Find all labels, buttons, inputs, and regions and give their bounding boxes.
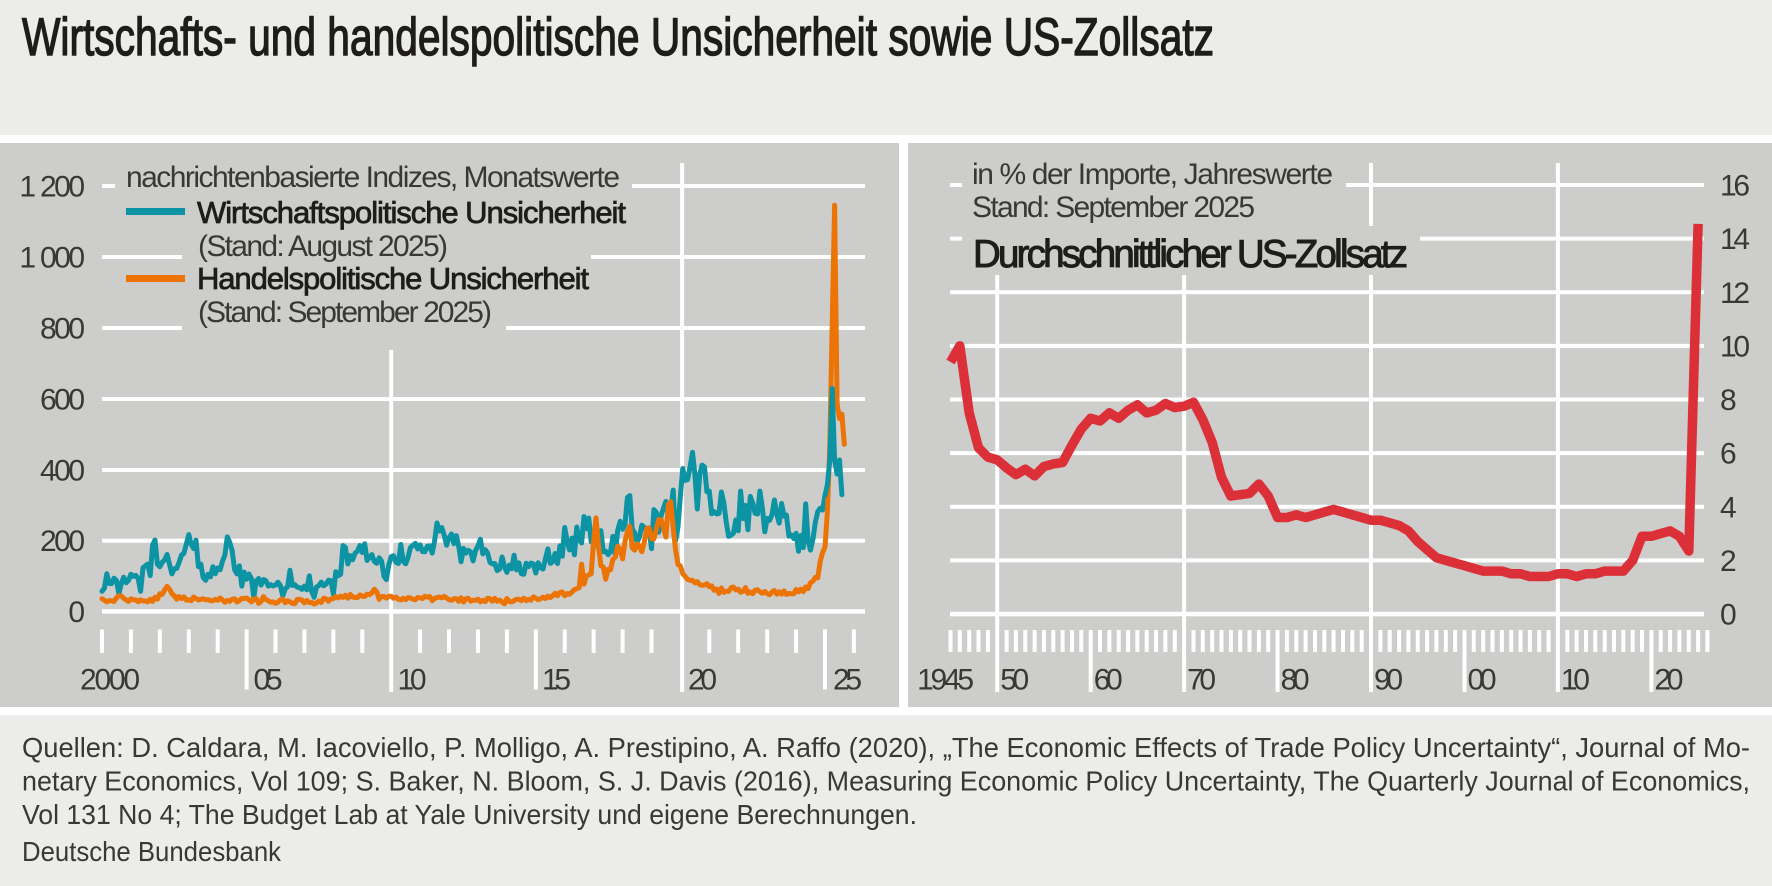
svg-text:(Stand: September 2025): (Stand: September 2025): [198, 296, 492, 329]
svg-text:10: 10: [1561, 664, 1590, 697]
svg-text:50: 50: [1000, 664, 1029, 697]
svg-text:00: 00: [1468, 664, 1497, 697]
svg-text:0: 0: [68, 596, 85, 629]
svg-text:Wirtschafts- und handelspoliti: Wirtschafts- und handelspolitische Unsic…: [22, 8, 1214, 67]
svg-text:200: 200: [40, 171, 85, 204]
svg-text:000: 000: [40, 242, 85, 275]
svg-text:90: 90: [1374, 664, 1403, 697]
svg-text:Durchschnittlicher US-Zollsatz: Durchschnittlicher US-Zollsatz: [973, 233, 1408, 276]
svg-text:20: 20: [688, 664, 717, 697]
svg-text:05: 05: [254, 664, 283, 697]
svg-text:80: 80: [1281, 664, 1310, 697]
svg-text:1: 1: [19, 171, 36, 204]
svg-text:60: 60: [1094, 664, 1123, 697]
svg-text:1: 1: [19, 242, 36, 275]
svg-text:Wirtschaftspolitische Unsicher: Wirtschaftspolitische Unsicherheit: [197, 195, 626, 230]
svg-text:6: 6: [1720, 438, 1737, 471]
svg-text:(Stand: August 2025): (Stand: August 2025): [198, 230, 448, 263]
svg-text:400: 400: [40, 455, 85, 488]
svg-text:14: 14: [1720, 223, 1750, 256]
svg-text:15: 15: [542, 664, 571, 697]
svg-text:12: 12: [1720, 277, 1750, 310]
svg-text:0: 0: [1720, 599, 1737, 632]
svg-text:in % der Importe, Jahreswerte: in % der Importe, Jahreswerte: [972, 158, 1333, 191]
svg-text:8: 8: [1720, 384, 1737, 417]
svg-text:25: 25: [833, 664, 862, 697]
svg-text:10: 10: [1720, 330, 1750, 363]
svg-text:Handelspolitische Unsicherheit: Handelspolitische Unsicherheit: [197, 261, 589, 296]
svg-text:2000: 2000: [80, 664, 140, 697]
svg-text:16: 16: [1720, 170, 1750, 203]
svg-text:20: 20: [1654, 664, 1683, 697]
svg-text:800: 800: [40, 313, 85, 346]
svg-text:nachrichtenbasierte Indizes, M: nachrichtenbasierte Indizes, Monatswerte: [126, 161, 620, 194]
svg-text:Vol 131 No 4; The Budget Lab a: Vol 131 No 4; The Budget Lab at Yale Uni…: [22, 799, 917, 830]
svg-text:Deutsche Bundesbank: Deutsche Bundesbank: [22, 836, 281, 867]
svg-text:netary Economics, Vol 109; S.: netary Economics, Vol 109; S. Baker, N. …: [22, 765, 1750, 796]
svg-text:10: 10: [398, 664, 427, 697]
svg-text:200: 200: [40, 525, 85, 558]
svg-text:70: 70: [1187, 664, 1216, 697]
svg-text:2: 2: [1720, 545, 1737, 578]
svg-text:Quellen: D. Caldara, M. Iacovi: Quellen: D. Caldara, M. Iacoviello, P. M…: [22, 732, 1750, 763]
svg-text:1945: 1945: [917, 664, 974, 697]
svg-text:600: 600: [40, 384, 85, 417]
svg-text:4: 4: [1720, 491, 1737, 524]
svg-text:Stand: September 2025: Stand: September 2025: [972, 191, 1255, 224]
